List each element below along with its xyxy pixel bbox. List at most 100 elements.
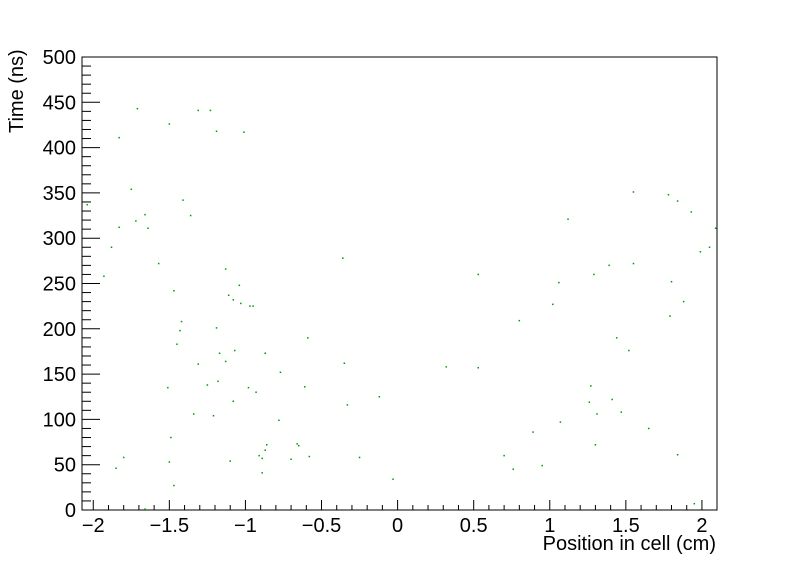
y-tick-label: 250 bbox=[43, 274, 76, 296]
data-point-marker bbox=[264, 352, 266, 355]
data-point-marker bbox=[192, 413, 195, 415]
data-point-marker bbox=[122, 456, 125, 459]
data-point-marker bbox=[518, 319, 521, 322]
data-point-marker bbox=[392, 478, 394, 480]
x-tick-label: 1 bbox=[544, 515, 555, 537]
y-tick-label: 350 bbox=[43, 183, 76, 205]
data-point-marker bbox=[378, 396, 381, 398]
x-tick-label: 0 bbox=[392, 515, 403, 537]
data-point-marker bbox=[167, 386, 169, 389]
data-point-marker bbox=[136, 107, 139, 110]
x-tick-label: −2 bbox=[82, 515, 105, 537]
y-tick-label: 500 bbox=[43, 47, 76, 69]
data-point-marker bbox=[243, 131, 245, 133]
data-point-marker bbox=[304, 386, 306, 388]
data-point-marker bbox=[215, 130, 218, 133]
data-point-marker bbox=[118, 226, 120, 229]
data-point-marker bbox=[279, 371, 282, 374]
data-point-marker bbox=[296, 443, 298, 445]
data-point-marker bbox=[147, 227, 149, 229]
data-point-marker bbox=[182, 199, 184, 201]
data-point-marker bbox=[647, 427, 650, 430]
data-point-marker bbox=[541, 464, 543, 467]
data-point-marker bbox=[265, 444, 268, 446]
data-point-marker bbox=[86, 203, 88, 206]
data-point-marker bbox=[669, 315, 671, 317]
x-axis-ticks: −2 −1.5 −1 −0.5 0 0.5 1 1.5 2 bbox=[82, 500, 707, 537]
data-point-marker bbox=[115, 467, 117, 470]
data-point-marker bbox=[346, 404, 349, 406]
data-point-marker bbox=[676, 200, 679, 202]
data-point-marker bbox=[173, 289, 175, 292]
y-tick-label: 200 bbox=[43, 319, 76, 341]
data-point-marker bbox=[258, 454, 260, 457]
data-point-marker bbox=[477, 273, 479, 276]
data-point-marker bbox=[670, 280, 673, 283]
data-point-marker bbox=[252, 305, 254, 307]
y-tick-label: 0 bbox=[65, 500, 76, 522]
data-point-marker bbox=[135, 220, 137, 222]
data-point-marker bbox=[532, 431, 534, 433]
data-point-marker bbox=[264, 449, 266, 451]
data-point-marker bbox=[445, 366, 448, 368]
data-point-marker bbox=[224, 360, 227, 363]
y-tick-label: 450 bbox=[43, 92, 76, 114]
data-point-marker bbox=[110, 246, 113, 249]
data-point-marker bbox=[559, 421, 562, 423]
data-point-marker bbox=[224, 268, 227, 270]
y-tick-label: 100 bbox=[43, 409, 76, 431]
data-point-marker bbox=[308, 455, 311, 458]
data-point-marker bbox=[215, 327, 218, 329]
data-point-marker bbox=[594, 444, 597, 446]
data-point-marker bbox=[343, 362, 346, 364]
data-point-marker bbox=[218, 352, 221, 355]
data-point-marker bbox=[232, 299, 235, 301]
data-point-marker bbox=[255, 391, 257, 393]
data-point-marker bbox=[358, 456, 361, 459]
data-point-marker bbox=[307, 337, 309, 339]
data-point-marker bbox=[708, 246, 711, 249]
data-point-marker bbox=[229, 460, 231, 462]
data-point-marker bbox=[197, 363, 200, 365]
data-point-marker bbox=[238, 284, 241, 287]
data-point-marker bbox=[588, 401, 591, 403]
data-point-marker bbox=[714, 227, 717, 229]
data-point-marker bbox=[593, 273, 595, 276]
data-point-marker bbox=[180, 320, 183, 323]
data-point-marker bbox=[693, 502, 696, 505]
data-point-marker bbox=[558, 281, 560, 284]
data-point-marker bbox=[168, 461, 171, 463]
data-point-marker bbox=[477, 367, 479, 369]
x-tick-label: −1.5 bbox=[150, 515, 189, 537]
data-point-marker bbox=[234, 349, 236, 352]
data-point-marker bbox=[249, 305, 251, 307]
data-point-marker bbox=[173, 484, 175, 487]
data-point-marker bbox=[503, 454, 505, 457]
data-point-marker bbox=[596, 413, 598, 415]
data-point-marker bbox=[342, 257, 344, 259]
data-point-marker bbox=[157, 262, 160, 265]
data-point-marker bbox=[197, 109, 200, 112]
data-point-marker bbox=[676, 453, 679, 456]
data-point-marker bbox=[217, 380, 219, 383]
data-point-marker bbox=[290, 458, 292, 461]
plot-frame bbox=[81, 56, 718, 511]
data-point-marker bbox=[261, 457, 263, 460]
y-axis-ticks: 0 50 100 150 200 250 300 350 400 450 500 bbox=[43, 47, 100, 522]
data-point-marker bbox=[690, 211, 693, 213]
data-point-marker bbox=[628, 349, 630, 352]
data-point-marker bbox=[608, 264, 610, 267]
y-tick-label: 300 bbox=[43, 228, 76, 250]
data-point-marker bbox=[278, 419, 280, 422]
data-point-marker bbox=[240, 302, 242, 305]
data-point-marker bbox=[144, 508, 146, 510]
data-point-marker bbox=[261, 472, 263, 474]
data-point-marker bbox=[552, 303, 554, 306]
x-tick-label: −1 bbox=[234, 515, 257, 537]
data-point-marker bbox=[179, 329, 181, 332]
data-point-marker bbox=[212, 415, 215, 417]
data-point-marker bbox=[189, 214, 192, 217]
data-point-marker bbox=[168, 123, 171, 125]
data-point-marker bbox=[170, 436, 172, 439]
